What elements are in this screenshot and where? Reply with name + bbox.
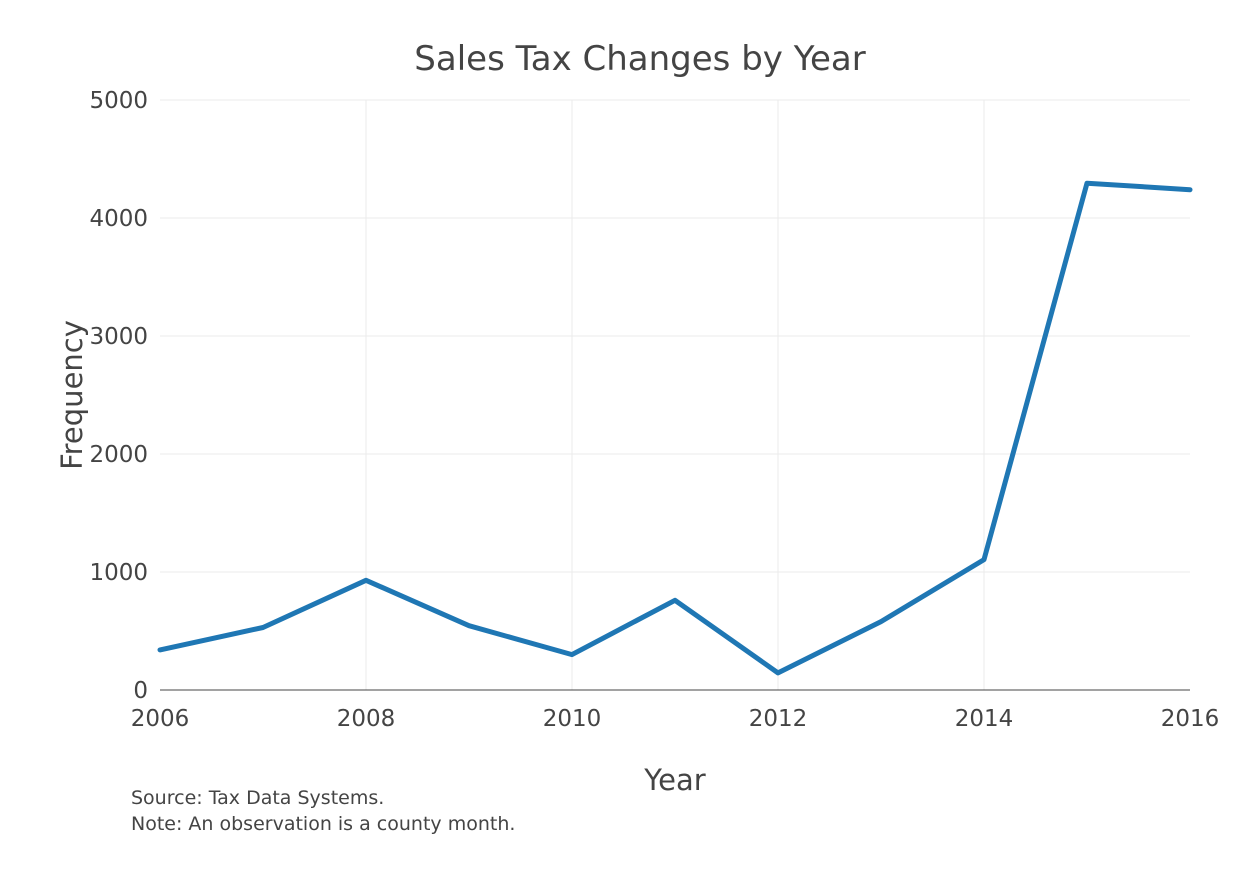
y-axis-title: Frequency (55, 320, 89, 470)
x-tick-label: 2012 (749, 706, 808, 732)
axis-ticks: 2006 2008 2010 2012 2014 2016 0 1000 2000 3000 400… (89, 88, 1219, 732)
x-tick-label: 2008 (337, 706, 396, 732)
y-tick-label: 5000 (89, 88, 148, 114)
grid-lines (160, 99, 1190, 691)
y-tick-label: 1000 (89, 560, 148, 586)
x-tick-label: 2016 (1161, 706, 1220, 732)
series-line (157, 180, 1193, 676)
y-tick-label: 3000 (89, 324, 148, 350)
x-tick-label: 2006 (131, 706, 190, 732)
chart-title: Sales Tax Changes by Year (414, 39, 865, 79)
x-tick-label: 2010 (543, 706, 602, 732)
observation-note: Note: An observation is a county month. (131, 813, 515, 835)
y-tick-label: 2000 (89, 442, 148, 468)
y-tick-label: 0 (133, 678, 148, 704)
series-lines (157, 180, 1193, 676)
x-axis-title: Year (643, 763, 705, 797)
source-note: Source: Tax Data Systems. (131, 787, 384, 809)
x-tick-label: 2014 (955, 706, 1014, 732)
y-tick-label: 4000 (89, 206, 148, 232)
